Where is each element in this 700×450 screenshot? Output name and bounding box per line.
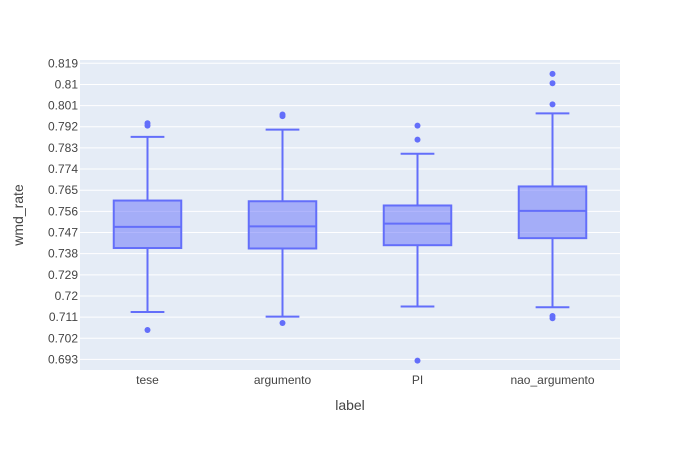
y-tick-label: 0.819 (48, 56, 78, 70)
y-axis-title: wmd_rate (10, 184, 26, 247)
outlier-point (414, 136, 421, 143)
x-axis-ticks: tese argumento PI nao_argumento (136, 373, 595, 387)
outlier-point (549, 101, 556, 108)
outlier-point (549, 312, 556, 319)
y-tick-label: 0.747 (48, 226, 78, 240)
outlier-point (279, 111, 286, 118)
outlier-point (144, 327, 151, 334)
y-axis-ticks: 0.693 0.702 0.711 0.72 0.729 0.738 0.747 0.756 0… (48, 56, 78, 366)
outlier-point (144, 120, 151, 127)
box-tese (112, 120, 183, 334)
box-iqr (112, 199, 183, 250)
x-tick-label: tese (136, 373, 159, 387)
outlier-point (414, 357, 421, 364)
outlier-point (549, 80, 556, 87)
box-argumento (247, 111, 318, 326)
box-nao_argumento (517, 70, 588, 322)
y-tick-label: 0.693 (48, 352, 78, 366)
y-tick-label: 0.72 (55, 289, 79, 303)
y-tick-label: 0.738 (48, 247, 78, 261)
y-tick-label: 0.774 (48, 162, 78, 176)
y-tick-label: 0.783 (48, 141, 78, 155)
y-tick-label: 0.756 (48, 204, 78, 218)
y-tick-label: 0.729 (48, 268, 78, 282)
x-tick-label: PI (412, 373, 423, 387)
x-axis-title: label (335, 397, 365, 413)
y-tick-label: 0.702 (48, 331, 78, 345)
outlier-point (549, 70, 556, 77)
outlier-point (414, 122, 421, 129)
box-PI (382, 122, 453, 364)
box-iqr (382, 204, 453, 247)
y-tick-label: 0.765 (48, 183, 78, 197)
box-iqr (247, 200, 318, 250)
box-iqr (517, 185, 588, 240)
boxes (112, 70, 588, 364)
y-tick-label: 0.81 (55, 77, 79, 91)
x-tick-label: argumento (254, 373, 312, 387)
y-tick-label: 0.711 (49, 310, 78, 324)
y-tick-label: 0.801 (48, 99, 78, 113)
y-tick-label: 0.792 (48, 120, 78, 134)
outlier-point (279, 319, 286, 326)
x-tick-label: nao_argumento (510, 373, 594, 387)
